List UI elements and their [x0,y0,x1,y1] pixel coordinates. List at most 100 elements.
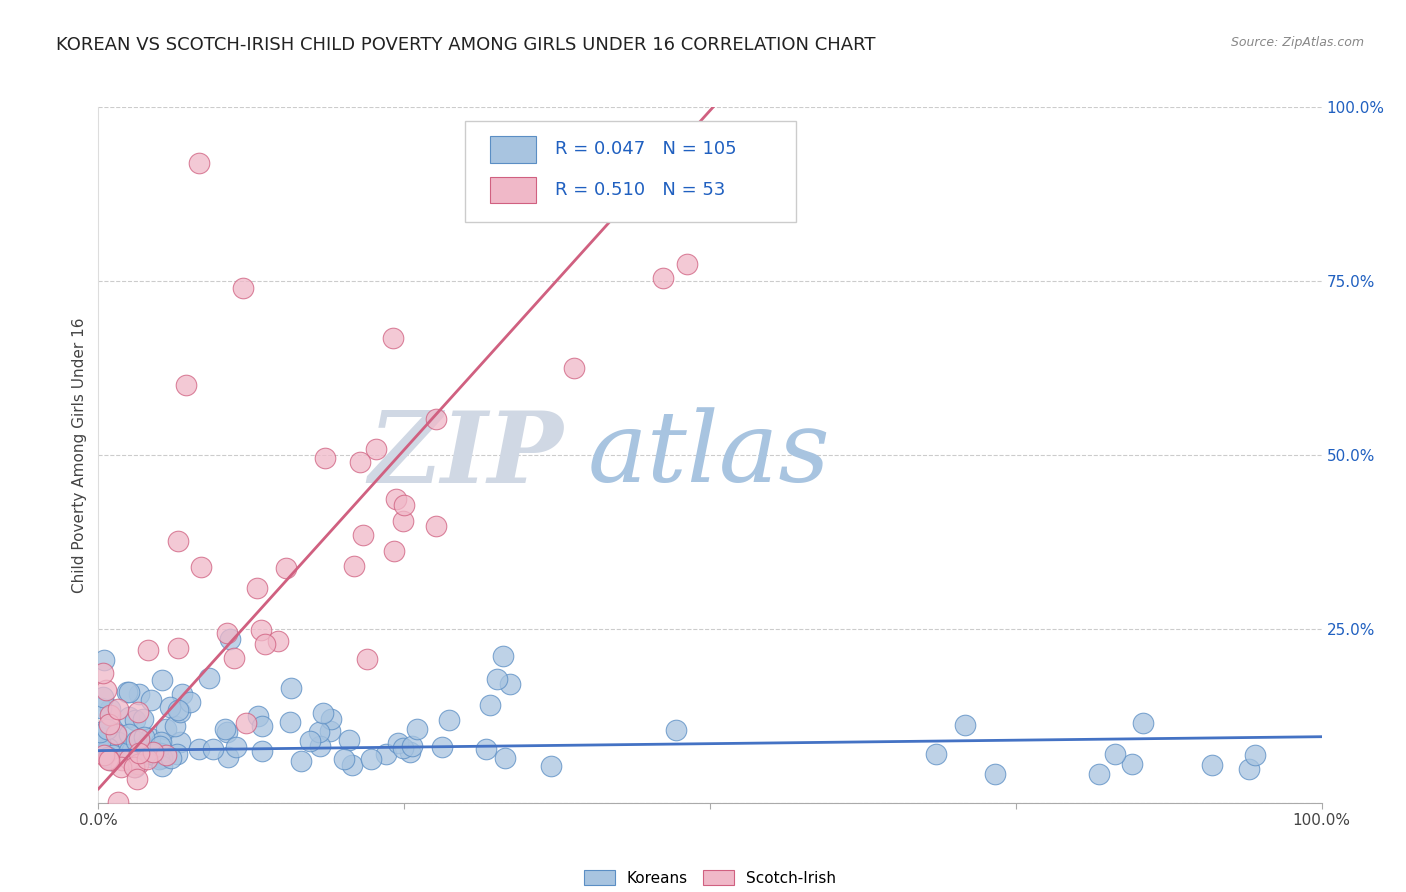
Point [138,747,160,761]
Point [485,672,508,686]
Point [100,753,122,767]
Point [118,744,141,758]
Point [105,735,128,749]
Point [128,732,150,747]
Point [430,739,453,754]
Text: R = 0.047   N = 105: R = 0.047 N = 105 [555,140,737,159]
Point [337,732,360,747]
Point [97,716,120,731]
Point [217,749,239,764]
Point [1244,748,1267,763]
Point [1201,758,1223,772]
Point [392,498,415,512]
Point [110,760,132,774]
Y-axis label: Child Poverty Among Girls Under 16: Child Poverty Among Girls Under 16 [72,318,87,592]
Point [250,624,273,638]
Point [299,733,322,747]
Point [246,581,269,595]
Point [391,514,413,528]
Point [89,735,111,749]
Point [319,724,342,739]
Point [93,748,115,763]
Point [925,747,948,761]
Point [392,741,415,756]
Point [201,742,224,756]
Point [155,748,177,763]
Point [562,360,585,375]
Point [149,746,172,760]
Text: atlas: atlas [588,408,831,502]
Point [214,722,236,736]
Point [349,455,371,469]
Point [166,533,188,548]
Point [375,747,398,761]
Point [124,760,146,774]
Point [107,735,129,749]
Point [159,700,181,714]
Point [401,739,423,753]
Point [250,719,273,733]
Point [150,758,173,772]
Point [96,722,118,736]
Point [665,723,688,737]
Point [128,746,150,760]
Point [139,693,162,707]
Point [125,772,148,786]
Point [340,758,363,772]
Point [360,752,382,766]
Point [89,724,111,739]
Point [111,753,134,767]
Point [120,753,142,767]
Point [276,561,298,575]
Text: Source: ZipAtlas.com: Source: ZipAtlas.com [1230,36,1364,49]
Point [101,747,124,762]
Point [190,560,212,574]
Point [93,653,115,667]
Point [132,712,155,726]
Point [399,745,422,759]
Point [382,331,405,345]
Point [97,740,120,755]
Point [134,730,156,744]
Point [142,745,165,759]
FancyBboxPatch shape [465,121,796,222]
Point [364,442,387,456]
Point [343,559,366,574]
Point [104,726,127,740]
Point [127,705,149,719]
Text: R = 0.510   N = 53: R = 0.510 N = 53 [555,181,725,199]
Point [139,750,162,764]
Point [97,749,120,764]
Point [152,673,174,687]
Point [215,625,238,640]
Point [983,766,1005,780]
Point [141,747,163,762]
Point [312,706,335,720]
Point [118,710,141,724]
Point [382,543,405,558]
Point [150,751,173,765]
Point [142,746,165,760]
Point [540,759,562,773]
Point [478,698,501,712]
Point [155,722,177,736]
Point [124,760,146,774]
Point [98,708,121,723]
Point [314,451,336,466]
Point [169,735,191,749]
Point [1132,716,1154,731]
Point [159,751,181,765]
Point [98,701,121,715]
Point [98,753,121,767]
Point [352,528,374,542]
Point [166,703,188,717]
Point [267,634,290,648]
Point [139,731,162,745]
Point [222,650,245,665]
Point [187,155,209,169]
Point [676,257,699,271]
Point [163,718,186,732]
Point [118,752,141,766]
Point [356,651,378,665]
Point [179,695,201,709]
